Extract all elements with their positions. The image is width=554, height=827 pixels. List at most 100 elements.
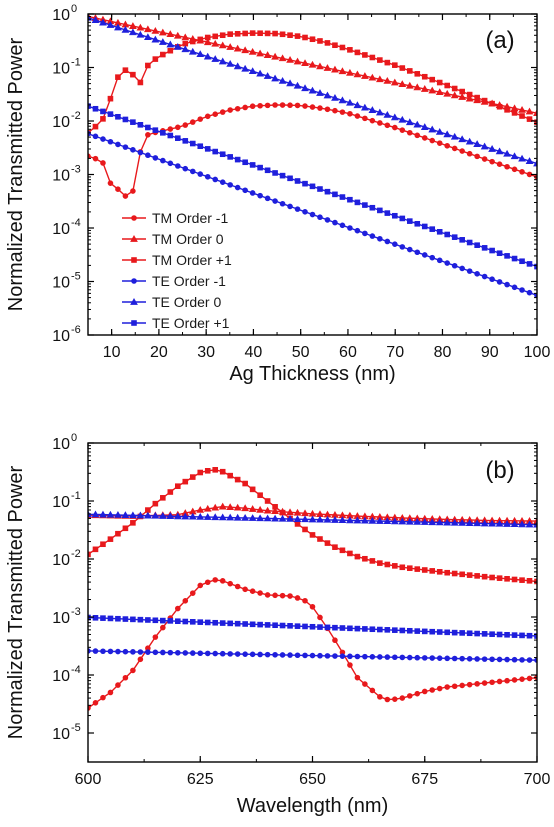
data-point — [249, 162, 256, 168]
series-te-order-0 — [88, 510, 537, 528]
data-point — [519, 169, 525, 175]
data-point — [414, 654, 421, 661]
data-point — [145, 62, 151, 69]
x-tick-label: 650 — [299, 771, 326, 788]
data-point — [332, 544, 338, 550]
data-point — [100, 116, 106, 122]
data-point — [481, 245, 488, 251]
data-point — [294, 595, 301, 601]
data-point — [436, 569, 443, 575]
data-point — [466, 681, 473, 688]
data-point — [361, 103, 369, 111]
y-tick-label: 10 — [52, 494, 70, 511]
data-point — [481, 273, 488, 280]
data-point — [212, 176, 219, 183]
data-point — [317, 38, 323, 44]
data-point — [496, 250, 503, 257]
data-point — [302, 623, 308, 630]
data-point — [309, 183, 316, 190]
data-point — [420, 123, 429, 130]
data-point — [414, 249, 421, 256]
data-point — [316, 515, 324, 523]
data-point — [405, 517, 414, 525]
data-point — [317, 652, 323, 659]
data-point — [219, 620, 226, 626]
data-point — [324, 653, 331, 659]
data-point — [450, 518, 459, 526]
data-point — [398, 517, 407, 525]
data-point — [384, 122, 391, 129]
data-point — [466, 656, 473, 662]
data-point — [347, 196, 353, 203]
data-point — [211, 513, 220, 521]
data-point — [504, 631, 510, 638]
y-tick-exponent: -3 — [71, 606, 81, 618]
data-point — [160, 157, 166, 164]
data-point — [294, 623, 301, 629]
data-point — [234, 476, 241, 483]
data-point — [526, 632, 533, 639]
data-point — [242, 104, 248, 111]
data-point — [369, 687, 376, 694]
data-point — [115, 615, 121, 622]
data-point — [189, 119, 196, 125]
x-tick-label: 60 — [339, 344, 357, 361]
data-point — [256, 49, 264, 57]
series-te-order-1 — [88, 648, 537, 663]
legend-swatch-marker — [130, 298, 138, 305]
data-point — [339, 547, 346, 554]
data-point — [167, 489, 174, 495]
data-point — [420, 518, 429, 525]
data-point — [392, 212, 398, 219]
data-point — [368, 516, 377, 524]
data-point — [354, 199, 361, 206]
data-point — [242, 30, 248, 37]
series-tm-order-1 — [88, 30, 537, 136]
legend-label: TE Order -1 — [152, 273, 226, 289]
data-point — [293, 57, 302, 65]
data-point — [145, 649, 151, 655]
data-point — [406, 246, 413, 253]
data-point — [203, 504, 212, 512]
y-axis-title: Normalized Transmitted Power — [5, 465, 27, 739]
data-point — [317, 536, 323, 542]
data-point — [197, 116, 204, 122]
data-point — [294, 102, 301, 109]
data-point — [91, 510, 100, 518]
data-point — [188, 47, 197, 55]
data-point — [392, 124, 398, 131]
data-point — [421, 73, 428, 80]
panel-label: (a) — [485, 27, 514, 54]
data-point — [451, 262, 458, 269]
data-point — [204, 468, 211, 474]
data-point — [287, 102, 293, 109]
data-point — [406, 68, 413, 74]
data-point — [324, 188, 331, 195]
data-point — [272, 622, 278, 629]
data-point — [286, 56, 294, 63]
data-point — [302, 103, 308, 109]
data-point — [495, 519, 504, 527]
data-point — [100, 108, 106, 115]
data-point — [458, 93, 467, 100]
data-point — [504, 281, 510, 288]
data-point — [383, 111, 392, 118]
data-point — [182, 598, 189, 604]
data-point — [272, 198, 278, 204]
data-point — [489, 158, 495, 165]
data-point — [525, 157, 534, 164]
data-point — [152, 127, 159, 133]
data-point — [504, 163, 510, 170]
data-point — [474, 630, 480, 637]
data-point — [496, 103, 503, 110]
data-point — [346, 68, 354, 76]
y-tick-label: 10 — [52, 328, 70, 345]
data-point — [414, 628, 421, 634]
data-point — [421, 688, 428, 695]
plot-frame — [87, 442, 538, 763]
data-point — [474, 153, 480, 160]
data-point — [421, 252, 428, 258]
data-point — [107, 648, 114, 655]
y-tick-label: 10 — [52, 275, 70, 292]
data-point — [399, 65, 406, 71]
